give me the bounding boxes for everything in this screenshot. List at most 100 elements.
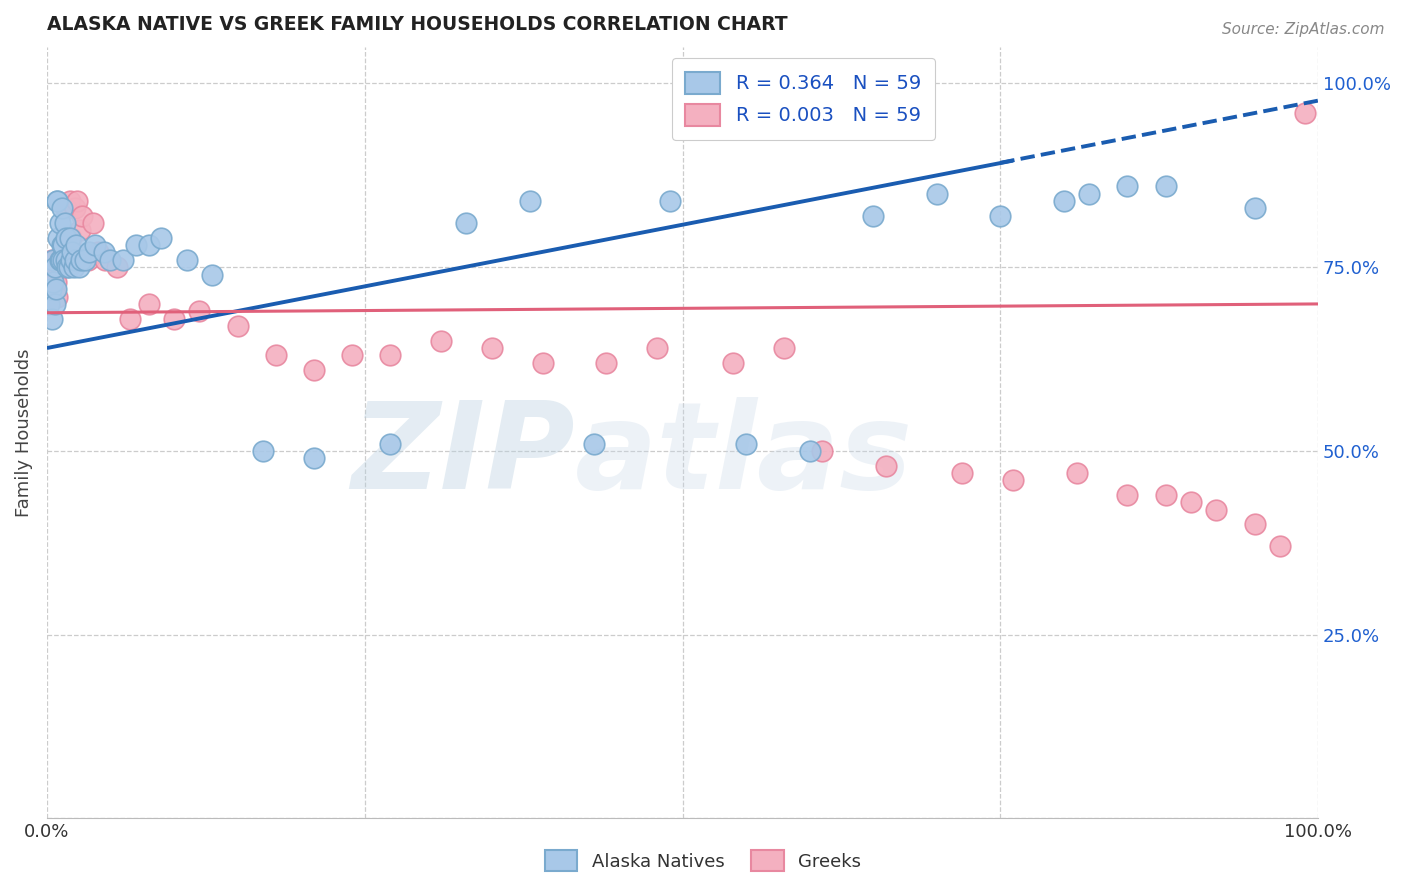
- Point: [67, 260, 90, 275]
- Point: [118, 311, 141, 326]
- Point: [1294, 105, 1316, 120]
- Point: [66, 194, 89, 208]
- Legend: R = 0.364   N = 59, R = 0.003   N = 59: R = 0.364 N = 59, R = 0.003 N = 59: [672, 58, 935, 140]
- Point: [58, 260, 80, 275]
- Point: [48, 216, 70, 230]
- Text: ZIP: ZIP: [350, 397, 575, 514]
- Point: [925, 186, 948, 201]
- Point: [39, 282, 62, 296]
- Point: [60, 245, 83, 260]
- Text: Source: ZipAtlas.com: Source: ZipAtlas.com: [1222, 22, 1385, 37]
- Point: [44, 282, 66, 296]
- Point: [799, 444, 821, 458]
- Point: [87, 245, 110, 260]
- Point: [302, 451, 325, 466]
- Point: [51, 238, 73, 252]
- Point: [72, 209, 94, 223]
- Point: [481, 341, 503, 355]
- Point: [1268, 540, 1291, 554]
- Point: [62, 260, 84, 275]
- Point: [645, 341, 668, 355]
- Point: [582, 436, 605, 450]
- Point: [52, 252, 75, 267]
- Point: [595, 356, 617, 370]
- Legend: Alaska Natives, Greeks: Alaska Natives, Greeks: [537, 843, 869, 879]
- Point: [55, 252, 77, 267]
- Point: [862, 209, 884, 223]
- Point: [723, 356, 745, 370]
- Point: [44, 252, 66, 267]
- Point: [48, 252, 70, 267]
- Point: [1205, 502, 1227, 516]
- Point: [112, 252, 135, 267]
- Point: [138, 238, 160, 252]
- Text: atlas: atlas: [575, 397, 912, 514]
- Point: [60, 245, 83, 260]
- Point: [77, 245, 100, 260]
- Point: [42, 282, 65, 296]
- Point: [138, 297, 160, 311]
- Point: [1154, 488, 1177, 502]
- Point: [988, 209, 1011, 223]
- Point: [1053, 194, 1076, 208]
- Point: [56, 245, 79, 260]
- Point: [1002, 473, 1025, 487]
- Point: [49, 252, 72, 267]
- Point: [59, 231, 82, 245]
- Point: [1066, 466, 1088, 480]
- Point: [82, 216, 104, 230]
- Point: [51, 252, 73, 267]
- Point: [84, 238, 107, 252]
- Point: [378, 436, 401, 450]
- Point: [44, 297, 66, 311]
- Point: [46, 289, 69, 303]
- Point: [59, 194, 82, 208]
- Point: [658, 194, 681, 208]
- Point: [55, 231, 77, 245]
- Point: [105, 260, 128, 275]
- Point: [811, 444, 834, 458]
- Point: [950, 466, 973, 480]
- Point: [1116, 488, 1139, 502]
- Point: [125, 238, 148, 252]
- Point: [1243, 202, 1265, 216]
- Point: [100, 252, 122, 267]
- Point: [69, 223, 91, 237]
- Point: [51, 202, 73, 216]
- Point: [55, 202, 77, 216]
- Point: [735, 436, 758, 450]
- Point: [70, 252, 93, 267]
- Point: [94, 252, 117, 267]
- Point: [1243, 517, 1265, 532]
- Point: [430, 334, 453, 348]
- Point: [41, 252, 63, 267]
- Point: [176, 252, 198, 267]
- Point: [46, 194, 69, 208]
- Point: [38, 275, 60, 289]
- Point: [39, 282, 62, 296]
- Point: [46, 194, 69, 208]
- Point: [1078, 186, 1101, 201]
- Point: [773, 341, 796, 355]
- Point: [45, 282, 67, 296]
- Point: [163, 311, 186, 326]
- Point: [53, 238, 76, 252]
- Point: [41, 311, 63, 326]
- Point: [150, 231, 173, 245]
- Point: [45, 275, 67, 289]
- Point: [48, 252, 70, 267]
- Point: [60, 231, 83, 245]
- Point: [302, 363, 325, 377]
- Point: [201, 268, 224, 282]
- Point: [49, 260, 72, 275]
- Point: [58, 252, 80, 267]
- Point: [519, 194, 541, 208]
- Point: [63, 252, 86, 267]
- Point: [264, 348, 287, 362]
- Point: [44, 260, 66, 275]
- Point: [340, 348, 363, 362]
- Point: [93, 245, 115, 260]
- Point: [52, 260, 75, 275]
- Text: ALASKA NATIVE VS GREEK FAMILY HOUSEHOLDS CORRELATION CHART: ALASKA NATIVE VS GREEK FAMILY HOUSEHOLDS…: [46, 15, 787, 34]
- Point: [456, 216, 478, 230]
